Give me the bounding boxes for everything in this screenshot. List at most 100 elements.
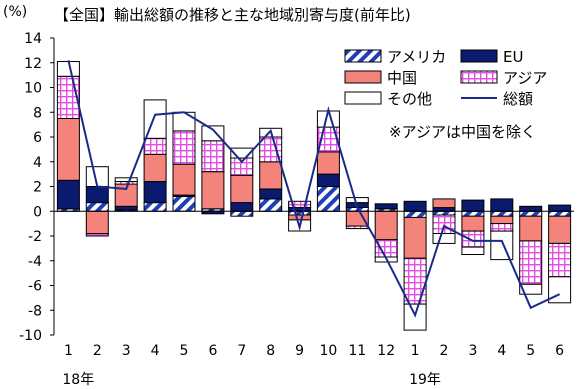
- bar-china: [230, 174, 254, 204]
- legend-label-america: アメリカ: [387, 48, 446, 66]
- bar-china: [345, 210, 369, 227]
- legend-swatch-america: [344, 49, 382, 63]
- x-tick-label: 1: [64, 343, 73, 359]
- total-line: [67, 60, 561, 318]
- bar-other: [345, 197, 369, 204]
- x-tick-label: 3: [468, 343, 477, 359]
- bar-asia: [519, 240, 543, 285]
- x-tick-label: 2: [93, 343, 102, 359]
- bar-asia: [461, 230, 485, 248]
- bar-eu: [288, 207, 312, 212]
- year-label: 19年: [409, 372, 441, 388]
- x-tick-label: 4: [497, 343, 506, 359]
- bar-eu: [114, 205, 138, 211]
- y-tick-label: 10: [24, 81, 42, 97]
- bar-eu: [259, 188, 283, 200]
- bar-america: [288, 210, 312, 216]
- x-tick-label: 7: [237, 343, 246, 359]
- y-tick-label: -8: [28, 303, 42, 319]
- x-tick-label: 2: [440, 343, 449, 359]
- bar-asia: [143, 137, 167, 155]
- bar-asia: [374, 239, 398, 258]
- bar-china: [432, 198, 456, 209]
- chart-title: 【全国】輸出総額の推移と主な地域別寄与度(前年比): [54, 6, 411, 24]
- bar-america: [548, 210, 572, 217]
- bar-america: [316, 186, 340, 212]
- legend-swatch-eu: [460, 49, 498, 63]
- legend-label-eu: EU: [503, 48, 523, 66]
- bar-china: [172, 163, 196, 196]
- y-tick-label: 12: [24, 56, 42, 72]
- bar-eu: [548, 204, 572, 212]
- bar-asia: [201, 140, 225, 173]
- bar-asia: [548, 242, 572, 278]
- x-tick-label: 6: [555, 343, 564, 359]
- bar-china: [143, 153, 167, 183]
- x-tick-label: 4: [151, 343, 160, 359]
- bar-eu: [374, 203, 398, 210]
- bar-eu: [85, 186, 109, 204]
- y-tick-label: -6: [28, 279, 42, 295]
- y-tick-label: 0: [33, 204, 42, 220]
- x-tick-label: 11: [348, 343, 366, 359]
- bar-eu: [490, 198, 514, 212]
- bar-america: [259, 198, 283, 212]
- year-label: 18年: [62, 372, 94, 388]
- bar-asia: [85, 233, 109, 237]
- y-tick-label: -10: [19, 328, 42, 344]
- legend-label-other: その他: [387, 90, 432, 108]
- x-tick-label: 8: [266, 343, 275, 359]
- bar-america: [230, 210, 254, 217]
- x-tick-label: 9: [295, 343, 304, 359]
- legend-swatch-other: [344, 91, 382, 105]
- bar-other: [230, 147, 254, 159]
- bar-eu: [519, 205, 543, 212]
- bar-china: [548, 215, 572, 244]
- bar-other: [519, 283, 543, 295]
- bar-china: [461, 215, 485, 232]
- bar-other: [490, 230, 514, 261]
- note-label: ※アジアは中国を除く: [389, 123, 536, 141]
- bar-eu: [316, 173, 340, 188]
- legend-label-asia: アジア: [503, 69, 547, 87]
- bar-asia: [490, 223, 514, 232]
- x-tick-label: 3: [122, 343, 131, 359]
- legend-label-china: 中国: [387, 69, 417, 87]
- bar-china: [85, 210, 109, 235]
- bar-america: [432, 210, 456, 216]
- bar-china: [374, 210, 398, 241]
- y-tick-label: 14: [24, 31, 42, 47]
- bar-eu: [56, 179, 80, 210]
- y-tick-label: -4: [28, 254, 42, 270]
- y-tick-label: -2: [28, 229, 42, 245]
- x-tick-label: 12: [377, 343, 395, 359]
- legend-swatch-china: [344, 70, 382, 84]
- legend-swatch-asia: [460, 70, 498, 84]
- bar-america: [490, 210, 514, 217]
- bar-other: [114, 177, 138, 183]
- bar-eu: [230, 202, 254, 212]
- unit-label: (%): [3, 4, 28, 20]
- bar-america: [519, 210, 543, 217]
- bar-china: [288, 214, 312, 221]
- bar-china: [259, 161, 283, 190]
- y-tick-label: 8: [33, 105, 42, 121]
- bar-eu: [461, 199, 485, 212]
- bar-eu: [403, 200, 427, 212]
- bar-china: [316, 151, 340, 175]
- bar-other: [172, 111, 196, 132]
- bar-eu: [143, 181, 167, 204]
- bar-america: [143, 202, 167, 212]
- bar-china: [56, 117, 80, 181]
- bar-china: [403, 216, 427, 259]
- bar-china: [490, 215, 514, 225]
- x-tick-label: 5: [526, 343, 535, 359]
- bar-america: [403, 210, 427, 219]
- bar-china: [201, 171, 225, 210]
- bar-asia: [345, 225, 369, 230]
- bar-china: [519, 215, 543, 242]
- x-tick-label: 10: [319, 343, 337, 359]
